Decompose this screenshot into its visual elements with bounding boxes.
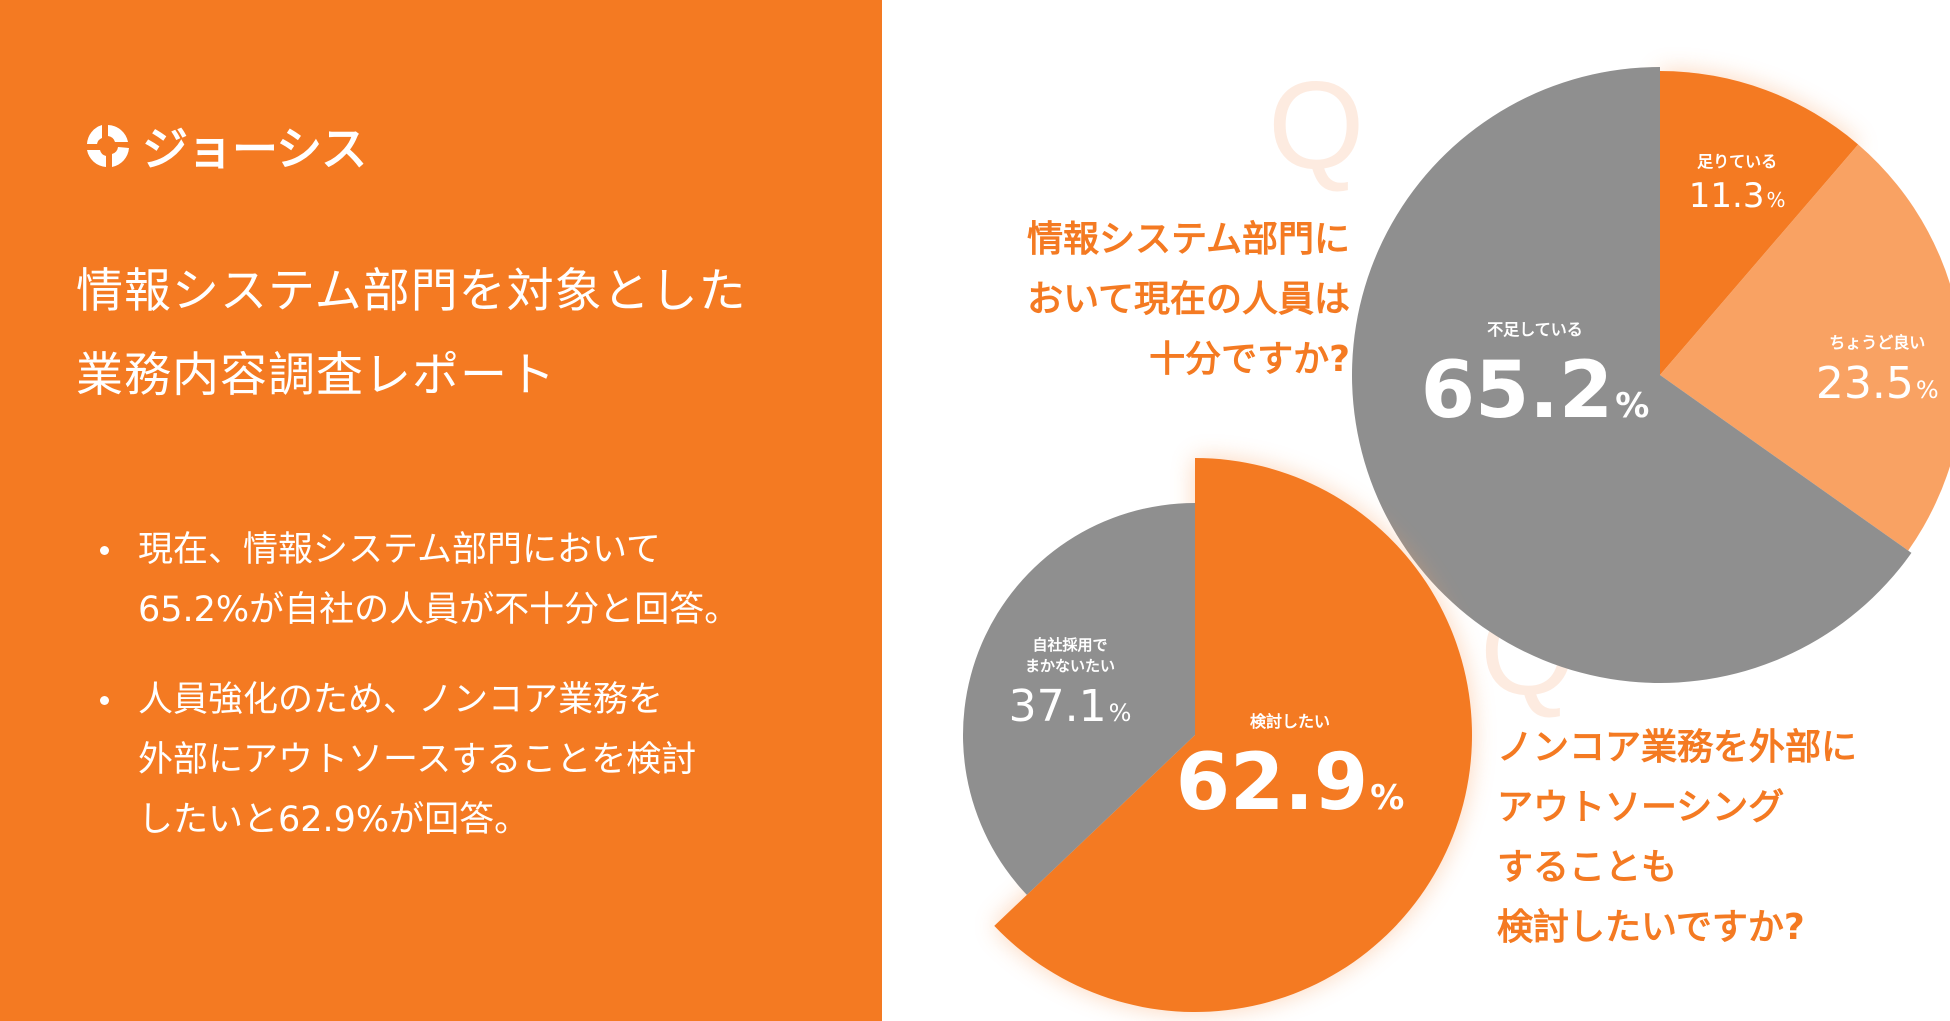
- q-mark-1: Q: [1268, 57, 1365, 195]
- pie-chart-staffing: 足りている 11.3 % ちょうど良い 23.5% 不足している 65.2%: [1352, 66, 1950, 683]
- brand-name: ジョーシス: [142, 122, 367, 176]
- slice-label: 足りている: [1697, 152, 1777, 171]
- bullet-line: 人員強化のため、ノンコア業務を: [138, 680, 664, 720]
- question-1: 情報システム部門に おいて現在の人員は 十分ですか?: [1010, 210, 1350, 390]
- pie-slice: [1660, 71, 1859, 375]
- question-line: ノンコア業務を外部に: [1497, 727, 1858, 768]
- pie-slice: [994, 458, 1473, 1012]
- slice-value: 37.1%: [1009, 681, 1132, 732]
- slice-label: まかないたい: [1025, 657, 1115, 675]
- slice-value: 23.5%: [1816, 358, 1939, 409]
- brand-logo: ジョーシス: [84, 116, 367, 176]
- bullet-item: 現在、情報システム部門において 65.2%が自社の人員が不十分と回答。: [100, 520, 870, 640]
- question-line: 情報システム部門に: [1027, 219, 1350, 260]
- report-title-line: 業務内容調査レポート: [76, 348, 556, 403]
- question-line: アウトソーシング: [1497, 787, 1785, 828]
- bullet-line: 65.2%が自社の人員が不十分と回答。: [138, 590, 740, 630]
- question-line: おいて現在の人員は: [1027, 279, 1350, 320]
- bullet-line: 現在、情報システム部門において: [138, 530, 661, 570]
- slice-label: 自社採用で: [1032, 636, 1107, 654]
- pie-slice: [1352, 66, 1912, 683]
- slice-value: 62.9%: [1176, 738, 1405, 828]
- slice-label: 検討したい: [1250, 712, 1330, 731]
- question-line: 十分ですか?: [1149, 339, 1350, 380]
- report-title: 情報システム部門を対象とした 業務内容調査レポート: [76, 250, 856, 418]
- left-panel: ジョーシス 情報システム部門を対象とした 業務内容調査レポート 現在、情報システ…: [0, 0, 882, 1021]
- question-line: 検討したいですか?: [1497, 907, 1805, 948]
- slice-label: 不足している: [1487, 320, 1583, 339]
- bullet-line: したいと62.9%が回答。: [138, 800, 530, 840]
- summary-bullets: 現在、情報システム部門において 65.2%が自社の人員が不十分と回答。 人員強化…: [100, 520, 870, 880]
- slice-value: 11.3%: [1689, 176, 1786, 216]
- question-2: ノンコア業務を外部に アウトソーシング することも 検討したいですか?: [1497, 718, 1857, 958]
- report-title-line: 情報システム部門を対象とした: [76, 264, 747, 319]
- brand-mark-icon: [87, 125, 129, 167]
- pie-slice: [1660, 144, 1950, 551]
- bullet-item: 人員強化のため、ノンコア業務を 外部にアウトソースすることを検討 したいと62.…: [100, 670, 870, 850]
- slice-value: 65.2%: [1421, 346, 1650, 436]
- slice-label: ちょうど良い: [1829, 333, 1925, 352]
- bullet-line: 外部にアウトソースすることを検討: [138, 740, 697, 780]
- question-line: することも: [1497, 847, 1678, 888]
- pie-slice: [963, 503, 1195, 895]
